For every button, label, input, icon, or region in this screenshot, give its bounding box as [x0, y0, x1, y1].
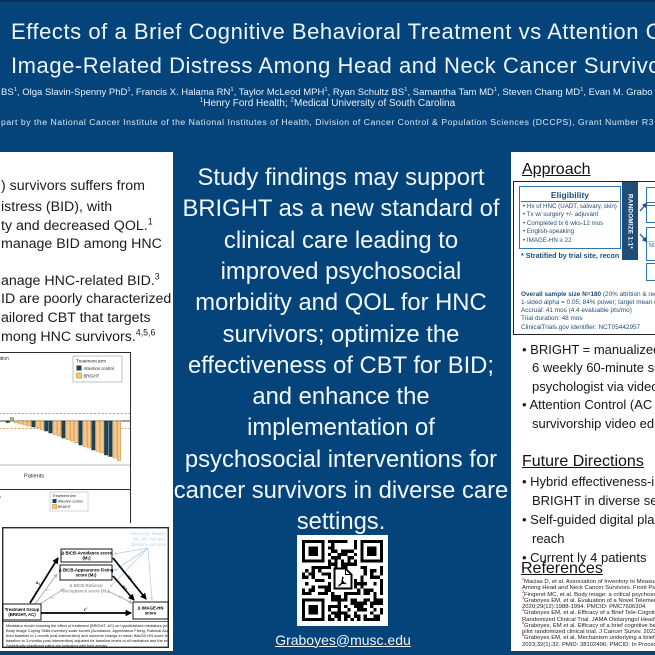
svg-text:Acceptance score (M3): Acceptance score (M3): [63, 589, 110, 594]
svg-text:BRIGHT: BRIGHT: [84, 373, 100, 378]
svg-text:baseline outcome: baseline outcome: [132, 542, 167, 547]
svg-text:b3: b3: [119, 594, 123, 599]
svg-text:Attention control: Attention control: [84, 366, 114, 371]
svg-text:Treatment arm: Treatment arm: [76, 359, 106, 364]
svg-text:Δ BICB-Avoidance score: Δ BICB-Avoidance score: [61, 551, 112, 556]
svg-text:b2: b2: [123, 586, 128, 591]
svg-text:s: s: [0, 494, 1, 499]
svg-text:Body Image Coping Skills Inven: Body Image Coping Skills Inventory scale…: [6, 628, 169, 633]
svg-text:Chronicity: baseline: Chronicity: baseline: [130, 531, 169, 536]
svg-text:ntion: ntion: [0, 356, 9, 362]
svg-text:Patients: Patients: [24, 474, 44, 480]
svg-text:b1: b1: [128, 576, 133, 581]
svg-text:a3: a3: [51, 595, 55, 600]
svg-text:from baseline to 1-month post-: from baseline to 1-month post-interventi…: [6, 633, 169, 638]
svg-text:a1: a1: [36, 581, 41, 586]
svg-text:baseline to 3-months post-inte: baseline to 3-months post-intervention) …: [6, 638, 169, 643]
svg-text:Treatment arm: Treatment arm: [53, 494, 76, 498]
svg-text:c′: c′: [84, 607, 88, 613]
svg-text:Statistically significant path: Statistically significant paths are indi…: [6, 643, 108, 648]
svg-text:a2: a2: [46, 587, 50, 592]
svg-text:Δ IMAGE-HN: Δ IMAGE-HN: [137, 606, 163, 611]
svg-text:score: score: [145, 611, 157, 616]
svg-text:Attention control: Attention control: [58, 499, 83, 503]
svg-text:Δ BICB-Rational: Δ BICB-Rational: [69, 583, 102, 588]
svg-text:Treatment Group: Treatment Group: [5, 607, 40, 612]
svg-text:M1, M2, M3 and: M1, M2, M3 and: [133, 537, 165, 542]
svg-text:BRIGHT: BRIGHT: [58, 505, 71, 509]
svg-text:score (M2): score (M2): [76, 573, 97, 578]
svg-text:Δ BICB-Appearance Fixing: Δ BICB-Appearance Fixing: [59, 568, 114, 573]
svg-text:(BRIGHT, AC): (BRIGHT, AC): [8, 612, 36, 617]
svg-text:Mediation model showing the ef: Mediation model showing the effect of tr…: [6, 623, 169, 628]
svg-text:(M1): (M1): [82, 556, 91, 561]
